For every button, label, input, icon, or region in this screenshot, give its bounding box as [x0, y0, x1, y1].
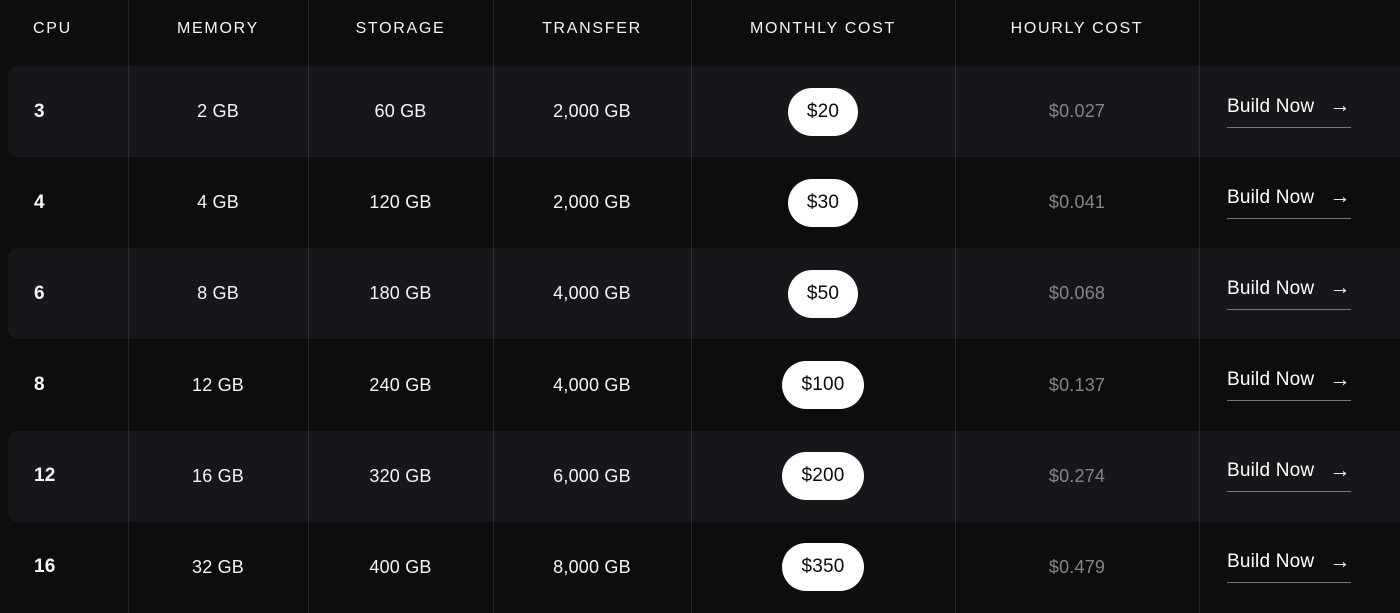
- header-transfer: TRANSFER: [542, 20, 642, 37]
- arrow-right-icon: →: [1329, 276, 1351, 300]
- build-now-label: Build Now: [1227, 460, 1315, 482]
- header-cpu: CPU: [33, 20, 72, 37]
- build-now-link[interactable]: Build Now →: [1227, 185, 1351, 219]
- build-now-link[interactable]: Build Now →: [1227, 276, 1351, 310]
- table-header-row: CPU MEMORY STORAGE TRANSFER MONTHLY COST…: [0, 0, 1400, 66]
- memory-value: 8 GB: [197, 283, 239, 304]
- memory-value: 12 GB: [191, 374, 245, 395]
- cpu-value: 3: [34, 100, 45, 122]
- table-row: 3 2 GB 60 GB 2,000 GB $20 $0.027 Build N…: [0, 66, 1400, 158]
- monthly-cost-badge: $100: [782, 361, 864, 410]
- hourly-cost-value: $0.274: [1048, 465, 1106, 486]
- storage-value: 120 GB: [369, 192, 432, 213]
- transfer-value: 2,000 GB: [553, 192, 631, 213]
- build-now-label: Build Now: [1227, 186, 1315, 208]
- storage-value: 240 GB: [369, 374, 432, 395]
- build-now-link[interactable]: Build Now →: [1227, 367, 1351, 402]
- cpu-value: 12: [34, 465, 56, 487]
- memory-value: 32 GB: [191, 556, 245, 577]
- hourly-cost-value: $0.137: [1048, 374, 1106, 395]
- build-now-label: Build Now: [1227, 551, 1315, 573]
- arrow-right-icon: →: [1329, 549, 1351, 573]
- table-row: 8 12 GB 240 GB 4,000 GB $100 $0.137 Buil…: [0, 339, 1400, 430]
- build-now-label: Build Now: [1227, 95, 1315, 117]
- cpu-value: 8: [34, 374, 45, 396]
- header-monthly-cost: MONTHLY COST: [749, 20, 897, 37]
- build-now-link[interactable]: Build Now →: [1227, 549, 1351, 584]
- transfer-value: 2,000 GB: [553, 101, 631, 122]
- monthly-cost-badge: $20: [787, 87, 859, 136]
- table-row: 12 16 GB 320 GB 6,000 GB $200 $0.274 Bui…: [0, 430, 1400, 522]
- hourly-cost-value: $0.041: [1048, 192, 1106, 213]
- arrow-right-icon: →: [1329, 185, 1351, 209]
- monthly-cost-badge: $50: [787, 269, 859, 318]
- storage-value: 180 GB: [369, 283, 432, 304]
- cpu-value: 6: [34, 282, 45, 304]
- arrow-right-icon: →: [1329, 94, 1351, 118]
- memory-value: 16 GB: [191, 465, 245, 486]
- storage-value: 60 GB: [374, 101, 427, 122]
- cpu-value: 16: [34, 556, 56, 578]
- hourly-cost-value: $0.068: [1048, 283, 1106, 304]
- table-row: 4 4 GB 120 GB 2,000 GB $30 $0.041 Build …: [0, 157, 1400, 248]
- hourly-cost-value: $0.027: [1048, 101, 1106, 122]
- monthly-cost-badge: $30: [787, 178, 859, 227]
- transfer-value: 4,000 GB: [553, 283, 631, 304]
- storage-value: 400 GB: [369, 556, 432, 577]
- arrow-right-icon: →: [1329, 367, 1351, 391]
- storage-value: 320 GB: [369, 465, 432, 486]
- table-row: 6 8 GB 180 GB 4,000 GB $50 $0.068 Build …: [0, 248, 1400, 340]
- monthly-cost-badge: $200: [782, 452, 864, 501]
- memory-value: 2 GB: [197, 101, 239, 122]
- build-now-link[interactable]: Build Now →: [1227, 458, 1351, 493]
- cpu-value: 4: [34, 191, 45, 213]
- header-storage: STORAGE: [355, 20, 446, 37]
- header-hourly-cost: HOURLY COST: [1010, 20, 1144, 37]
- hourly-cost-value: $0.479: [1048, 556, 1106, 577]
- build-now-link[interactable]: Build Now →: [1227, 94, 1351, 128]
- transfer-value: 6,000 GB: [553, 465, 631, 486]
- table-row: 16 32 GB 400 GB 8,000 GB $350 $0.479 Bui…: [0, 522, 1400, 613]
- arrow-right-icon: →: [1329, 458, 1351, 482]
- memory-value: 4 GB: [197, 192, 239, 213]
- monthly-cost-badge: $350: [782, 543, 864, 592]
- header-memory: MEMORY: [177, 20, 259, 37]
- transfer-value: 8,000 GB: [553, 556, 631, 577]
- build-now-label: Build Now: [1227, 277, 1315, 299]
- transfer-value: 4,000 GB: [553, 374, 631, 395]
- build-now-label: Build Now: [1227, 369, 1315, 391]
